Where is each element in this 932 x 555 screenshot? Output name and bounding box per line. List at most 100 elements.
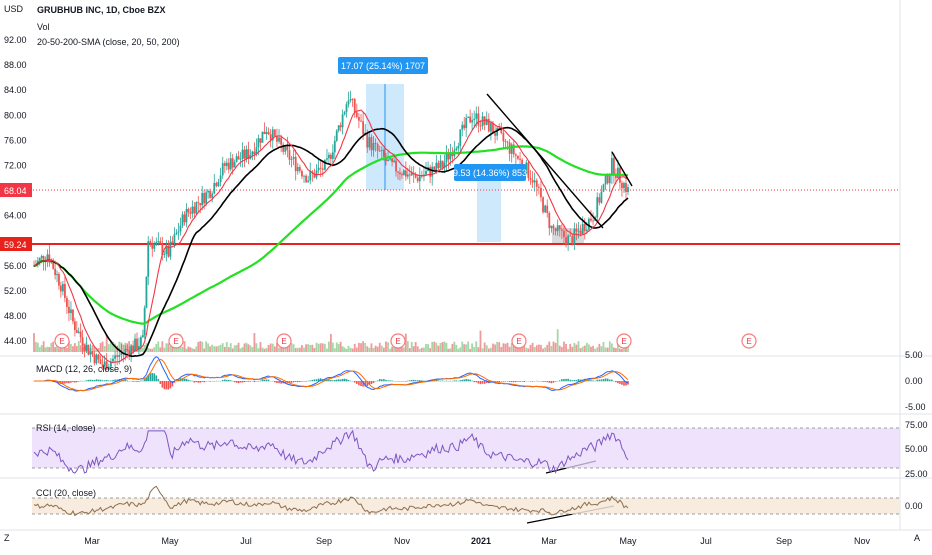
candle-body — [92, 351, 94, 354]
measure-label-1: 17.07 (25.14%) 1707 — [341, 61, 425, 71]
candle-body — [293, 157, 295, 159]
volume-bar — [427, 344, 429, 352]
volume-bar — [318, 344, 320, 352]
macd-hist-bar — [515, 381, 517, 382]
candle-body — [299, 167, 301, 171]
volume-bar — [584, 346, 586, 352]
volume-bar — [383, 348, 385, 352]
price-tick-label: 76.00 — [4, 135, 27, 145]
macd-hist-bar — [553, 381, 555, 383]
time-tick-label: Jul — [700, 536, 712, 546]
price-tick-label: 64.00 — [4, 211, 27, 221]
volume-bar — [167, 343, 169, 352]
candle-body — [532, 180, 534, 183]
macd-hist-bar — [114, 380, 116, 382]
volume-bar — [530, 345, 532, 352]
candle-body — [82, 337, 84, 346]
rsi-legend[interactable]: RSI (14, close) — [36, 423, 96, 433]
candle-body — [264, 132, 266, 134]
candle-body — [297, 167, 299, 171]
volume-bar — [184, 341, 186, 352]
volume-bar — [569, 344, 571, 352]
macd-hist-bar — [446, 381, 448, 382]
volume-bar — [431, 342, 433, 352]
candle-body — [480, 126, 482, 127]
time-tick-label: Mar — [541, 536, 557, 546]
macd-hist-bar — [569, 380, 571, 382]
volume-bar — [415, 342, 417, 352]
volume-bar — [270, 343, 272, 352]
volume-bar — [580, 348, 582, 352]
volume-bar — [409, 348, 411, 352]
macd-hist-bar — [555, 381, 557, 382]
macd-hist-bar — [76, 381, 78, 382]
volume-bar — [421, 348, 423, 352]
macd-hist-bar — [166, 381, 168, 389]
volume-bar — [147, 348, 149, 352]
volume-bar — [377, 347, 379, 352]
candle-body — [588, 219, 590, 230]
volume-bar — [453, 342, 455, 352]
volume-bar — [37, 343, 39, 352]
candle-body — [565, 237, 567, 244]
macd-hist-bar — [295, 381, 297, 382]
volume-legend[interactable]: Vol — [37, 22, 50, 32]
candle-body — [387, 160, 389, 161]
symbol-title[interactable]: GRUBHUB INC, 1D, Cboe BZX — [37, 5, 166, 15]
candle-body — [116, 355, 118, 357]
macd-hist-bar — [519, 381, 521, 382]
candle-body — [96, 355, 98, 364]
macd-hist-bar — [596, 380, 598, 381]
macd-hist-bar — [196, 381, 198, 382]
candle-body — [352, 99, 354, 100]
earnings-marker-label: E — [516, 337, 521, 346]
volume-bar — [108, 344, 110, 352]
candle-body — [465, 118, 467, 128]
macd-hist-bar — [611, 380, 613, 382]
candle-body — [334, 141, 336, 153]
volume-bar — [340, 342, 342, 352]
volume-bar — [502, 343, 504, 352]
macd-hist-bar — [346, 379, 348, 381]
candle-body — [605, 175, 607, 184]
candle-body — [112, 359, 114, 362]
macd-hist-bar — [90, 380, 92, 382]
candle-body — [346, 104, 348, 112]
macd-legend[interactable]: MACD (12, 26, close, 9) — [36, 364, 132, 374]
auto-scale-icon[interactable]: A — [914, 533, 920, 543]
cci-legend[interactable]: CCI (20, close) — [36, 488, 96, 498]
volume-bar — [360, 343, 362, 352]
macd-hist-bar — [297, 381, 299, 382]
macd-hist-bar — [503, 381, 505, 382]
rsi-tick-2: 50.00 — [905, 444, 928, 454]
candle-body — [144, 308, 146, 335]
candle-body — [260, 138, 262, 142]
macd-hist-bar — [258, 381, 260, 382]
macd-hist-bar — [574, 380, 576, 381]
candle-body — [395, 161, 397, 172]
candle-body — [222, 163, 224, 175]
candle-body — [446, 153, 448, 162]
macd-hist-bar — [383, 379, 385, 381]
sma-legend[interactable]: 20-50-200-SMA (close, 20, 50, 200) — [37, 37, 180, 47]
candle-body — [528, 162, 530, 178]
earnings-marker-label: E — [173, 337, 178, 346]
macd-hist-bar — [438, 380, 440, 381]
volume-bar — [496, 342, 498, 352]
macd-hist-bar — [594, 381, 596, 382]
currency-label[interactable]: USD — [4, 4, 23, 14]
volume-bar — [307, 344, 309, 352]
macd-hist-bar — [619, 381, 621, 384]
volume-bar — [328, 342, 330, 352]
timezone-icon[interactable]: Z — [4, 533, 10, 543]
candle-body — [459, 130, 461, 147]
volume-bar — [248, 344, 250, 352]
macd-hist-bar — [413, 380, 415, 382]
volume-bar — [348, 346, 350, 352]
macd-hist-bar — [354, 381, 356, 383]
macd-hist-bar — [86, 380, 88, 381]
candle-body — [244, 150, 246, 159]
candle-body — [607, 175, 609, 183]
